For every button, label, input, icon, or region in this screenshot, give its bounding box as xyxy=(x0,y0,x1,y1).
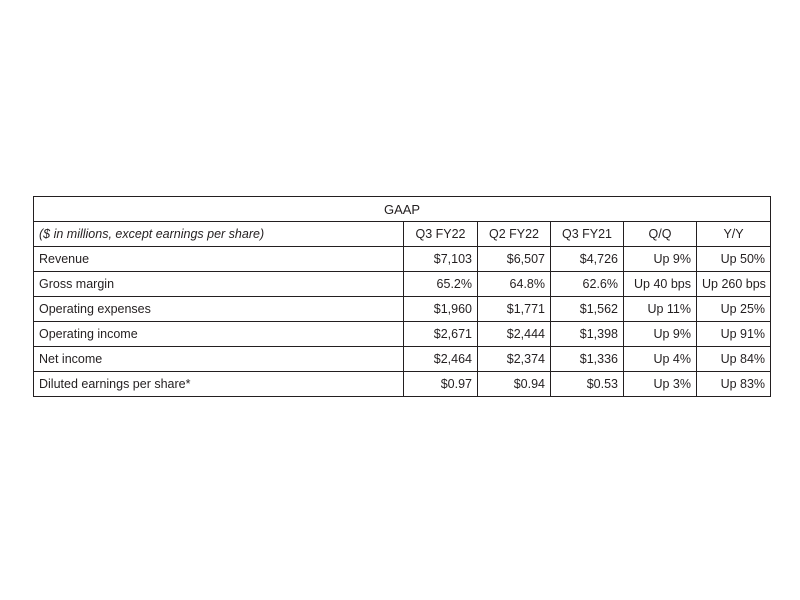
cell-value: Up 4% xyxy=(623,346,697,372)
cell-value: Up 91% xyxy=(695,321,772,347)
row-label: Gross margin xyxy=(33,271,404,297)
cell-value: 62.6% xyxy=(550,271,624,297)
cell-value: Up 84% xyxy=(695,346,772,372)
cell-value: $6,507 xyxy=(477,246,551,272)
cell-value: $0.53 xyxy=(550,371,624,397)
cell-value: Up 40 bps xyxy=(623,271,697,297)
column-header-yy: Y/Y xyxy=(695,221,772,247)
cell-value: $1,771 xyxy=(477,296,551,322)
row-label: Operating expenses xyxy=(33,296,404,322)
cell-value: Up 11% xyxy=(623,296,697,322)
cell-value: Up 9% xyxy=(623,246,697,272)
table-caption: ($ in millions, except earnings per shar… xyxy=(33,221,404,247)
cell-value: $1,336 xyxy=(550,346,624,372)
row-label: Net income xyxy=(33,346,404,372)
cell-value: $1,960 xyxy=(403,296,478,322)
cell-value: $2,374 xyxy=(477,346,551,372)
cell-value: Up 83% xyxy=(695,371,772,397)
table-header-row: ($ in millions, except earnings per shar… xyxy=(33,221,772,247)
cell-value: Up 50% xyxy=(695,246,772,272)
table-row-revenue: Revenue $7,103 $6,507 $4,726 Up 9% Up 50… xyxy=(33,246,772,272)
cell-value: $0.97 xyxy=(403,371,478,397)
column-header-q3fy21: Q3 FY21 xyxy=(550,221,624,247)
cell-value: $1,562 xyxy=(550,296,624,322)
row-label: Operating income xyxy=(33,321,404,347)
table-row-operating-income: Operating income $2,671 $2,444 $1,398 Up… xyxy=(33,321,772,347)
column-header-q2fy22: Q2 FY22 xyxy=(477,221,551,247)
cell-value: Up 9% xyxy=(623,321,697,347)
cell-value: $2,671 xyxy=(403,321,478,347)
row-label: Diluted earnings per share* xyxy=(33,371,404,397)
table-row-operating-expenses: Operating expenses $1,960 $1,771 $1,562 … xyxy=(33,296,772,322)
gaap-financials-table: GAAP ($ in millions, except earnings per… xyxy=(32,196,772,397)
column-header-q3fy22: Q3 FY22 xyxy=(403,221,478,247)
cell-value: Up 3% xyxy=(623,371,697,397)
cell-value: $2,444 xyxy=(477,321,551,347)
row-label: Revenue xyxy=(33,246,404,272)
cell-value: $0.94 xyxy=(477,371,551,397)
table-row-gross-margin: Gross margin 65.2% 64.8% 62.6% Up 40 bps… xyxy=(33,271,772,297)
table-row-diluted-eps: Diluted earnings per share* $0.97 $0.94 … xyxy=(33,371,772,397)
table-title: GAAP xyxy=(32,196,772,222)
table-title-row: GAAP xyxy=(32,196,772,222)
column-header-qq: Q/Q xyxy=(623,221,697,247)
cell-value: $4,726 xyxy=(550,246,624,272)
cell-value: Up 260 bps xyxy=(695,271,772,297)
cell-value: $1,398 xyxy=(550,321,624,347)
cell-value: 65.2% xyxy=(403,271,478,297)
cell-value: Up 25% xyxy=(695,296,772,322)
cell-value: $7,103 xyxy=(403,246,478,272)
table-row-net-income: Net income $2,464 $2,374 $1,336 Up 4% Up… xyxy=(33,346,772,372)
cell-value: 64.8% xyxy=(477,271,551,297)
cell-value: $2,464 xyxy=(403,346,478,372)
